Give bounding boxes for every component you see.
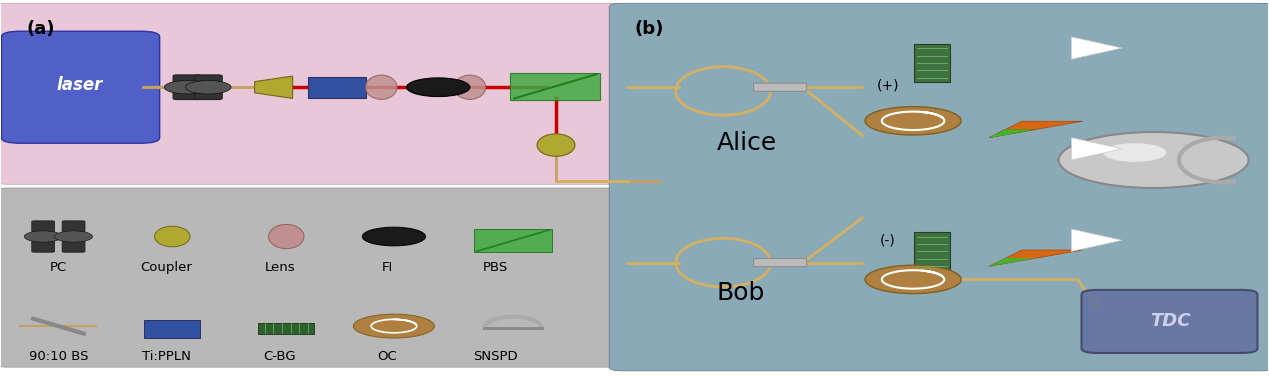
Text: TDC: TDC [1150,312,1190,330]
Text: (a): (a) [27,20,56,38]
FancyBboxPatch shape [1,31,160,143]
Polygon shape [989,133,1013,138]
FancyBboxPatch shape [473,229,552,252]
Circle shape [1058,132,1249,188]
Ellipse shape [365,75,397,99]
Polygon shape [255,76,293,99]
Text: 90:10 BS: 90:10 BS [29,350,88,363]
Polygon shape [989,129,1036,138]
Text: (-): (-) [879,233,896,247]
Text: SNSPD: SNSPD [473,350,518,363]
Text: Coupler: Coupler [140,261,192,274]
FancyBboxPatch shape [1081,290,1258,353]
FancyBboxPatch shape [0,3,622,184]
Polygon shape [989,258,1036,266]
Circle shape [185,80,231,94]
Circle shape [362,227,425,246]
Circle shape [164,80,209,94]
FancyBboxPatch shape [0,188,622,367]
Circle shape [55,231,93,242]
Circle shape [24,231,62,242]
FancyBboxPatch shape [308,77,365,98]
Polygon shape [1071,37,1122,59]
Polygon shape [989,129,1036,138]
Polygon shape [1071,138,1122,160]
Text: PC: PC [49,261,67,274]
Circle shape [865,265,961,294]
FancyBboxPatch shape [754,83,807,91]
Text: (b): (b) [634,20,664,38]
Circle shape [1103,143,1166,162]
Text: PBS: PBS [482,261,508,274]
FancyBboxPatch shape [32,221,55,252]
Text: Lens: Lens [265,261,296,274]
FancyBboxPatch shape [173,75,201,100]
FancyBboxPatch shape [915,232,949,271]
Ellipse shape [454,75,486,99]
Polygon shape [1071,229,1122,252]
Polygon shape [989,250,1082,266]
Text: FI: FI [382,261,393,274]
FancyBboxPatch shape [915,44,949,82]
FancyBboxPatch shape [510,73,600,100]
Circle shape [406,78,470,97]
FancyBboxPatch shape [754,259,807,267]
Text: laser: laser [57,76,103,94]
FancyBboxPatch shape [259,323,315,334]
Circle shape [353,314,434,338]
FancyBboxPatch shape [194,75,222,100]
FancyBboxPatch shape [145,320,201,338]
Ellipse shape [155,226,190,247]
Text: Ti:PPLN: Ti:PPLN [142,350,190,363]
Polygon shape [989,121,1082,138]
FancyBboxPatch shape [62,221,85,252]
Ellipse shape [269,224,305,249]
Ellipse shape [537,134,575,156]
Text: (+): (+) [877,78,898,92]
Text: Bob: Bob [717,280,765,305]
Text: OC: OC [378,350,397,363]
Text: C-BG: C-BG [264,350,296,363]
FancyBboxPatch shape [609,3,1269,371]
Text: Alice: Alice [717,131,777,155]
Circle shape [865,107,961,135]
